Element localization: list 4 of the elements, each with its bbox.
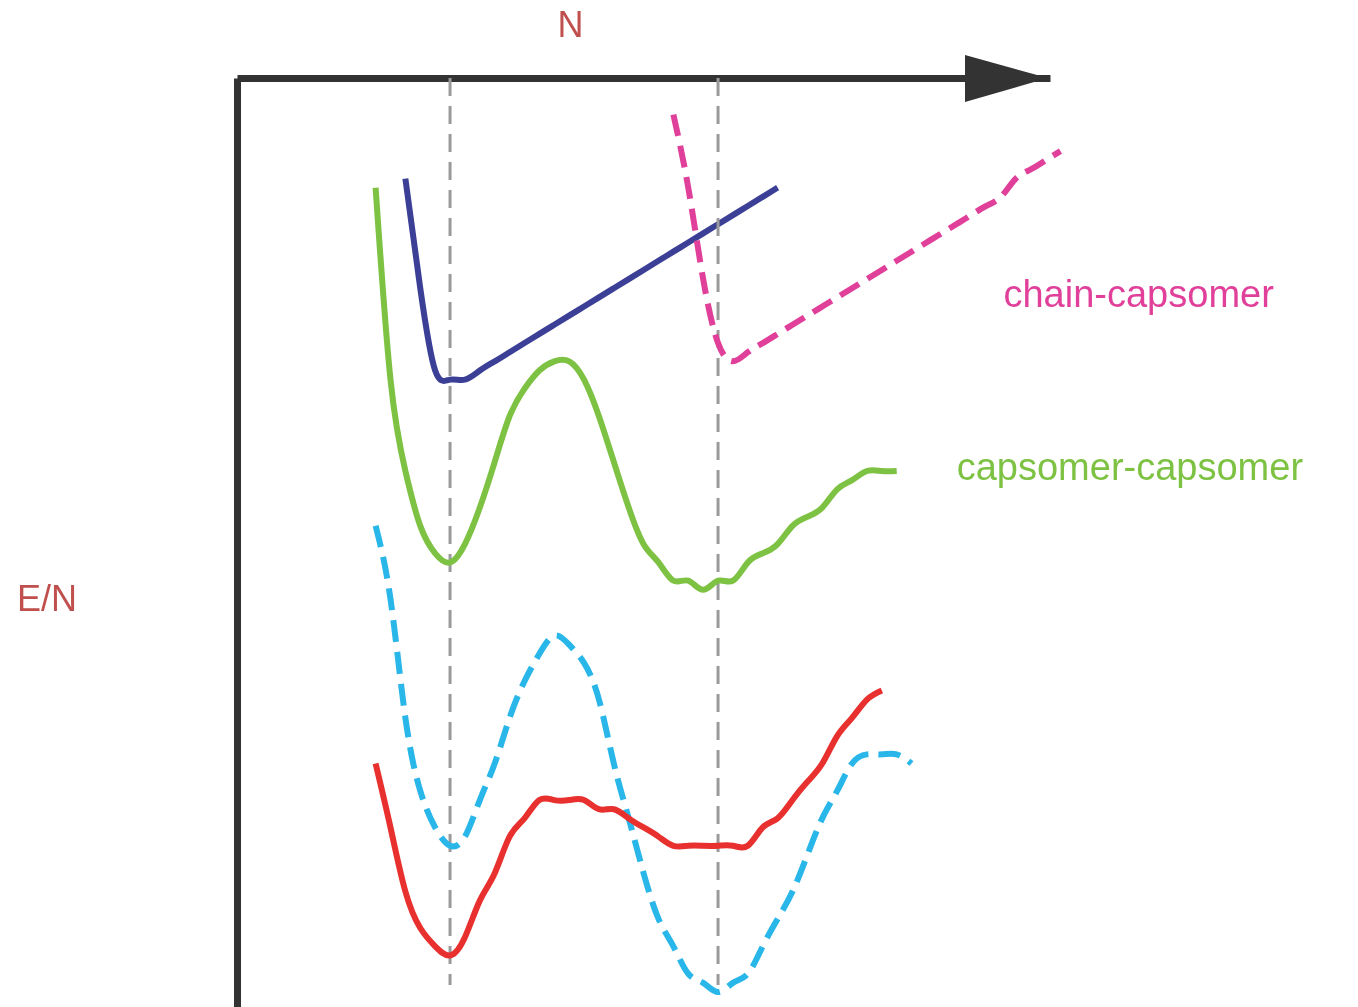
series-label: chain-capsomer xyxy=(1003,273,1275,316)
series-label: capsomer-capsomer xyxy=(956,446,1304,489)
x-axis-title: N xyxy=(557,3,584,45)
text: E/N xyxy=(16,578,78,619)
